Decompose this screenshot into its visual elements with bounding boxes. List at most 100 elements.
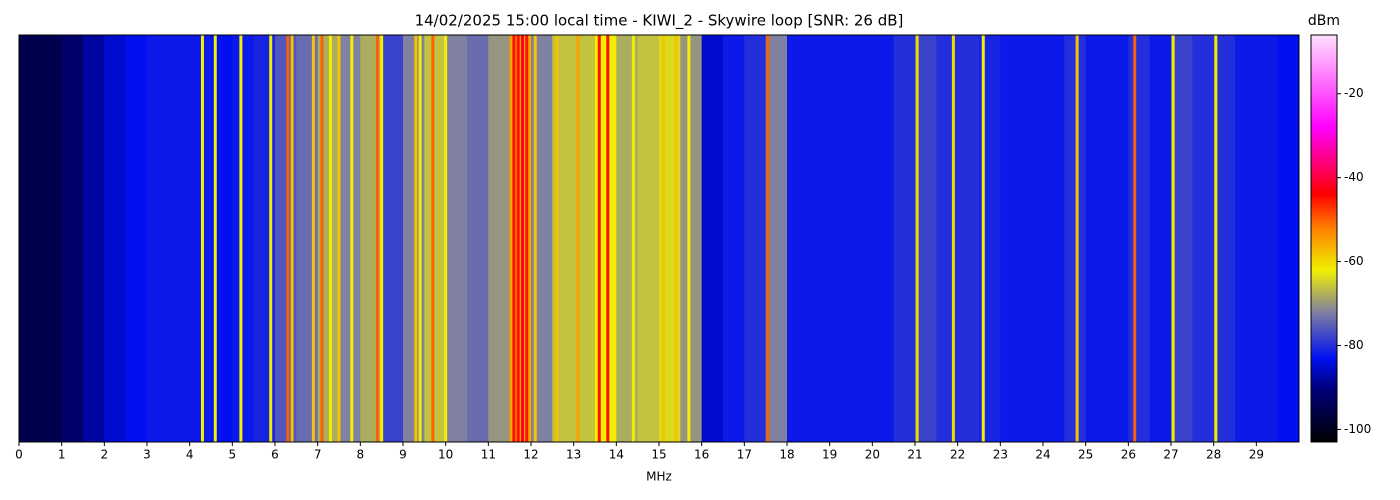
x-tick-label: 10 bbox=[438, 448, 453, 462]
signal-line bbox=[269, 35, 273, 442]
x-tick-label: 8 bbox=[357, 448, 365, 462]
x-tick-label: 4 bbox=[186, 448, 194, 462]
x-tick-label: 1 bbox=[58, 448, 66, 462]
heat-cell bbox=[872, 35, 895, 442]
signal-line bbox=[431, 35, 435, 442]
signal-line bbox=[1133, 35, 1137, 442]
signal-line bbox=[239, 35, 243, 442]
signal-line bbox=[512, 35, 516, 442]
x-tick-label: 19 bbox=[822, 448, 837, 462]
x-tick-label: 25 bbox=[1078, 448, 1093, 462]
heat-cell bbox=[445, 35, 468, 442]
heat-cell bbox=[125, 35, 148, 442]
x-tick-label: 14 bbox=[609, 448, 624, 462]
signal-line bbox=[337, 35, 341, 442]
signal-line bbox=[597, 35, 601, 442]
heat-cell bbox=[1064, 35, 1087, 442]
x-tick-label: 12 bbox=[523, 448, 538, 462]
heat-cell bbox=[1000, 35, 1023, 442]
heat-cell bbox=[637, 35, 660, 442]
heat-cell bbox=[1171, 35, 1193, 442]
heat-cell bbox=[1192, 35, 1215, 442]
colorbar-tick-label: -100 bbox=[1344, 422, 1371, 436]
colorbar-tick-label: -40 bbox=[1344, 170, 1364, 184]
x-tick-label: 26 bbox=[1121, 448, 1136, 462]
heat-cell bbox=[957, 35, 980, 442]
x-tick-label: 27 bbox=[1163, 448, 1178, 462]
heat-cell bbox=[1128, 35, 1151, 442]
heat-cell bbox=[723, 35, 745, 442]
chart-title: 14/02/2025 15:00 local time - KIWI_2 - S… bbox=[415, 12, 904, 31]
signal-line bbox=[213, 35, 217, 442]
signal-line bbox=[418, 35, 422, 442]
signal-line bbox=[525, 35, 529, 442]
heat-cell bbox=[765, 35, 788, 442]
colorbar-tick-label: -60 bbox=[1344, 254, 1364, 268]
heat-cell bbox=[1043, 35, 1065, 442]
signal-line bbox=[951, 35, 955, 442]
signal-line bbox=[380, 35, 384, 442]
signal-line bbox=[200, 35, 204, 442]
heat-cell bbox=[1235, 35, 1257, 442]
signal-line bbox=[520, 35, 524, 442]
signal-line bbox=[328, 35, 332, 442]
heat-cell bbox=[488, 35, 511, 442]
signal-line bbox=[516, 35, 520, 442]
x-tick-label: 22 bbox=[950, 448, 965, 462]
signal-line bbox=[606, 35, 610, 442]
heat-cell bbox=[808, 35, 831, 442]
signal-line bbox=[286, 35, 290, 442]
x-axis-label: MHz bbox=[646, 470, 672, 484]
heat-cell bbox=[381, 35, 404, 442]
signal-line bbox=[576, 35, 580, 442]
x-tick-label: 13 bbox=[566, 448, 581, 462]
colorbar-tick-label: -20 bbox=[1344, 86, 1364, 100]
x-tick-label: 20 bbox=[865, 448, 880, 462]
heat-cell bbox=[467, 35, 489, 442]
x-tick-label: 29 bbox=[1249, 448, 1264, 462]
heat-cell bbox=[339, 35, 361, 442]
x-tick-label: 18 bbox=[779, 448, 794, 462]
x-tick-label: 17 bbox=[737, 448, 752, 462]
signal-line bbox=[533, 35, 537, 442]
heat-cell bbox=[83, 35, 105, 442]
signal-line bbox=[981, 35, 985, 442]
x-tick-label: 23 bbox=[993, 448, 1008, 462]
signal-line bbox=[555, 35, 559, 442]
heat-cell bbox=[893, 35, 916, 442]
x-tick-label: 11 bbox=[481, 448, 496, 462]
signal-line bbox=[311, 35, 315, 442]
heat-cell bbox=[915, 35, 937, 442]
x-tick-label: 24 bbox=[1035, 448, 1050, 462]
x-tick-label: 0 bbox=[15, 448, 23, 462]
signal-line bbox=[674, 35, 678, 442]
signal-line bbox=[1171, 35, 1175, 442]
x-tick-label: 3 bbox=[143, 448, 151, 462]
heat-cell bbox=[104, 35, 127, 442]
heat-cell bbox=[680, 35, 703, 442]
heat-cell bbox=[147, 35, 169, 442]
heat-cell bbox=[701, 35, 724, 442]
signal-line bbox=[1075, 35, 1079, 442]
signal-line bbox=[414, 35, 418, 442]
signal-line bbox=[915, 35, 919, 442]
heat-cell bbox=[61, 35, 84, 442]
heat-cell bbox=[1149, 35, 1172, 442]
heat-cell bbox=[744, 35, 767, 442]
signal-line bbox=[320, 35, 324, 442]
heat-cell bbox=[1085, 35, 1108, 442]
x-tick-label: 5 bbox=[229, 448, 237, 462]
x-tick-label: 28 bbox=[1206, 448, 1221, 462]
x-tick-label: 6 bbox=[271, 448, 279, 462]
heat-cell bbox=[424, 35, 447, 442]
signal-line bbox=[766, 35, 770, 442]
colorbar-label: dBm bbox=[1308, 13, 1340, 29]
heat-cell bbox=[19, 35, 41, 442]
signal-line bbox=[375, 35, 379, 442]
heat-cell bbox=[1256, 35, 1279, 442]
x-tick-label: 15 bbox=[651, 448, 666, 462]
heat-cell bbox=[232, 35, 255, 442]
signal-line bbox=[1214, 35, 1218, 442]
signal-line bbox=[444, 35, 448, 442]
